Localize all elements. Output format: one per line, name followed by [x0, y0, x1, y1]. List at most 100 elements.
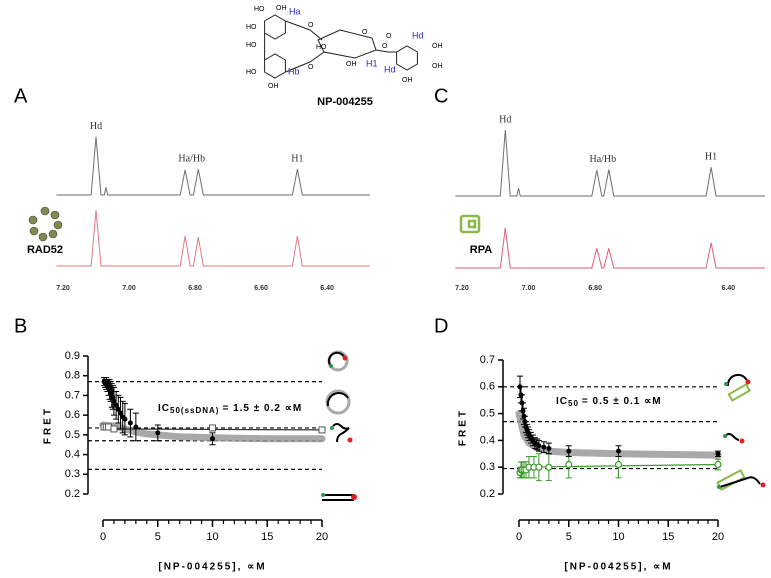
ic50-prefix: IC	[158, 403, 170, 414]
x-axis-label: [NP-004255], ∝M	[564, 562, 672, 573]
x-tick-label: 5	[566, 531, 572, 543]
spectrum	[56, 210, 370, 267]
panel-letter: A	[14, 85, 28, 107]
atom-label: O	[362, 29, 368, 36]
y-tick-label: 0.5	[65, 429, 80, 441]
h-label: Hd	[412, 30, 424, 40]
protein-label: RPA	[470, 244, 492, 256]
atom-label: HO	[246, 24, 257, 31]
ic50-text: = 0.5 ± 0.1 ∝M	[582, 396, 662, 407]
h-label: H1	[366, 58, 378, 68]
ic50-text: = 1.5 ± 0.2 ∝M	[222, 403, 302, 414]
marker	[110, 425, 118, 433]
ic50-prefix: IC	[556, 396, 568, 407]
atom-label: OH	[346, 61, 357, 68]
x-tick-label: 20	[316, 531, 328, 543]
marker	[111, 398, 117, 404]
atom-label: O	[386, 33, 392, 40]
y-tick-label: 0.9	[65, 350, 80, 362]
y-tick-label: 0.5	[480, 408, 495, 420]
protein-label: RAD52	[27, 244, 63, 256]
atom-label: O	[382, 43, 388, 50]
x-axis-label: [NP-004255], ∝M	[158, 562, 266, 573]
marker	[209, 424, 216, 432]
x-tick-label: 6.40	[320, 285, 334, 292]
peak-label: Hd	[90, 121, 102, 132]
spectrum	[455, 129, 765, 197]
x-tick-label: 7.20	[56, 285, 70, 292]
atom-label: HO	[316, 44, 327, 51]
atom-label: O	[308, 22, 314, 29]
atom-label: OH	[402, 77, 413, 84]
marker	[546, 445, 552, 451]
marker	[545, 463, 553, 471]
dna-icons	[716, 374, 766, 491]
h-label: Hd	[384, 64, 396, 74]
x-tick-label: 20	[712, 531, 724, 543]
y-tick-label: 0.7	[65, 389, 80, 401]
peak-label: Ha/Hb	[178, 153, 205, 164]
panel-letter: D	[434, 315, 448, 337]
y-tick-label: 0.8	[65, 370, 80, 382]
y-tick-label: 0.4	[480, 434, 495, 446]
ic50-subscript: 50	[568, 399, 579, 408]
ic50-label: IC50(ssDNA) = 1.5 ± 0.2 ∝M	[158, 403, 302, 415]
x-tick-label: 0	[100, 531, 106, 543]
marker	[614, 460, 623, 469]
y-tick-label: 0.4	[65, 448, 80, 460]
atom-label: HO	[246, 42, 257, 49]
h-label: Ha	[289, 6, 301, 16]
marker	[565, 460, 573, 469]
marker	[115, 406, 121, 412]
peak-label: H1	[291, 153, 303, 164]
atom-label: HO	[246, 69, 257, 76]
atom-label: OH	[432, 63, 443, 70]
marker	[541, 444, 547, 450]
dna-icons	[321, 350, 357, 501]
rad52-icon	[28, 206, 63, 242]
y-tick-label: 0.7	[480, 354, 495, 366]
x-tick-label: 6.40	[722, 285, 736, 292]
peak-label: H1	[705, 151, 717, 162]
marker	[118, 410, 124, 416]
marker	[714, 460, 722, 469]
atom-label: OH	[276, 5, 287, 12]
atom-label: HO	[254, 6, 265, 13]
marker	[520, 408, 526, 414]
marker	[127, 420, 133, 426]
x-tick-label: 6.80	[188, 285, 202, 292]
x-tick-label: 10	[612, 531, 624, 543]
marker	[122, 416, 128, 422]
x-tick-label: 7.00	[522, 285, 536, 292]
marker	[616, 448, 621, 454]
marker	[133, 424, 139, 430]
y-tick-label: 0.2	[480, 488, 495, 500]
panel-letter: C	[434, 85, 448, 107]
x-tick-label: 15	[662, 531, 674, 543]
spectrum	[455, 227, 765, 269]
fit-curve	[99, 421, 326, 443]
x-tick-label: 15	[261, 531, 273, 543]
y-tick-label: 0.3	[480, 461, 495, 473]
marker	[536, 443, 542, 449]
molecule	[264, 14, 418, 79]
y-axis-label: FRET	[43, 406, 54, 444]
y-tick-label: 0.2	[65, 488, 80, 500]
spectrum	[56, 136, 370, 196]
x-tick-label: 6.60	[254, 285, 268, 292]
marker	[318, 426, 326, 434]
panel-letter: B	[14, 315, 27, 337]
marker	[155, 430, 161, 436]
y-tick-label: 0.6	[65, 409, 80, 421]
peak-label: Hd	[499, 114, 511, 125]
ic50-label: IC50 = 0.5 ± 0.1 ∝M	[556, 396, 662, 408]
rpa-icon	[459, 214, 481, 234]
h-label: Hb	[288, 66, 300, 76]
y-axis-label: FRET	[458, 408, 469, 446]
x-tick-label: 10	[206, 531, 218, 543]
x-tick-label: 0	[516, 531, 522, 543]
atom-label: OH	[268, 83, 279, 90]
y-tick-label: 0.3	[65, 468, 80, 480]
marker	[566, 448, 572, 454]
